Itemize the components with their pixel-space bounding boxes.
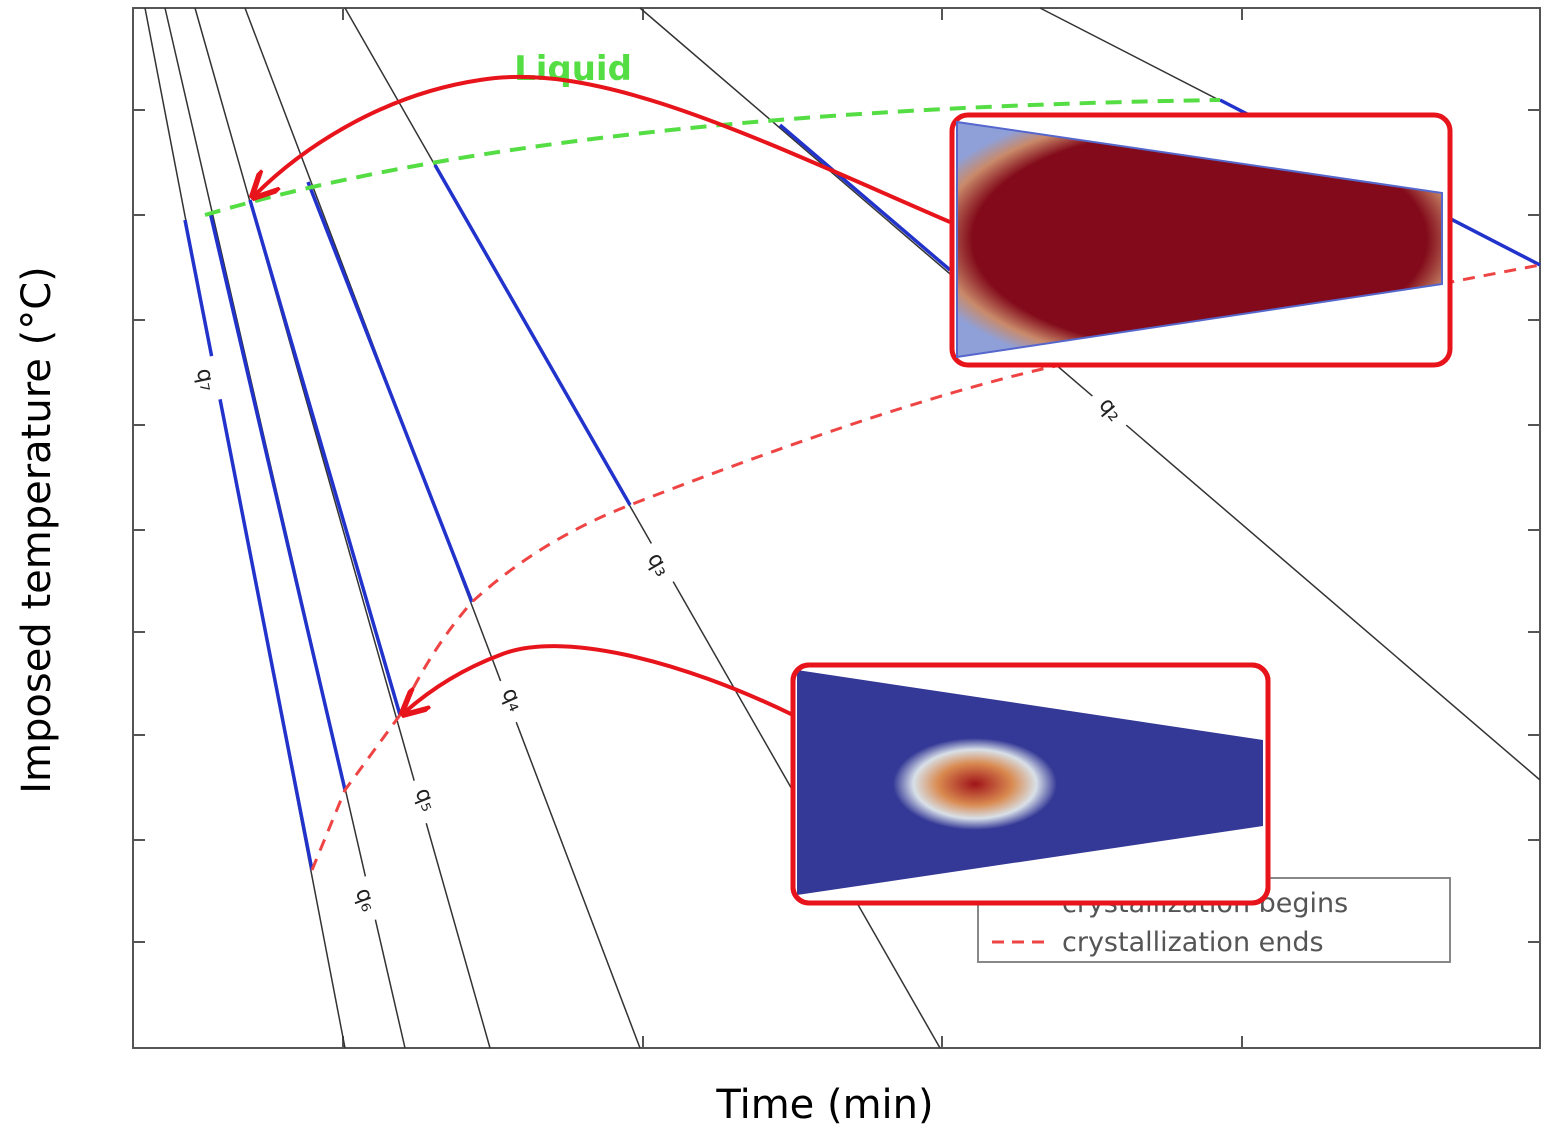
x-axis-label: Time (min) [715, 1082, 933, 1128]
inset-liquid [949, 112, 1453, 368]
legend-label: crystallization ends [1062, 927, 1324, 958]
inset-nucleation [790, 662, 1271, 906]
plot-frame [132, 7, 1541, 1049]
y-axis-label: Imposed temperature (°C) [14, 266, 60, 793]
arrow [255, 74, 951, 224]
arrow [405, 644, 794, 715]
curve-label: q₇ [191, 366, 220, 393]
liquid-curve [204, 98, 1221, 217]
